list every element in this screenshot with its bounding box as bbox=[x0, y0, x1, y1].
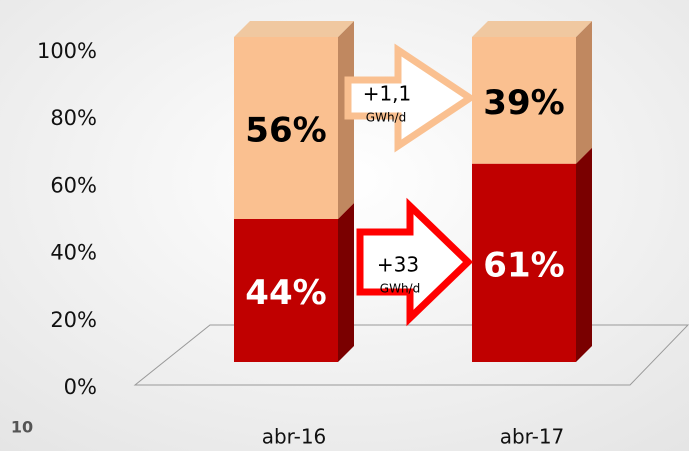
y-tick-label: 20% bbox=[50, 308, 97, 332]
value-label: 61% bbox=[483, 245, 564, 285]
annotation-value: +1,1 bbox=[363, 82, 412, 106]
arrow-bottom bbox=[356, 197, 474, 327]
bar bbox=[234, 37, 338, 219]
x-tick-label: abr-16 bbox=[262, 425, 327, 449]
bar-top bbox=[234, 21, 354, 37]
bar-side bbox=[338, 203, 354, 362]
y-tick-label: 100% bbox=[37, 39, 97, 63]
y-tick-label: 60% bbox=[50, 173, 97, 197]
bar bbox=[234, 219, 338, 362]
annotation-unit: GWh/d bbox=[366, 111, 406, 125]
annotation-value: +33 bbox=[377, 253, 419, 277]
bar bbox=[472, 37, 576, 164]
annotation-unit: GWh/d bbox=[380, 282, 420, 296]
y-tick-label: 40% bbox=[50, 241, 97, 265]
value-label: 39% bbox=[483, 83, 564, 123]
y-tick-label: 80% bbox=[50, 106, 97, 130]
bar-top bbox=[472, 21, 592, 37]
bars: 44% 56% 61% 39% bbox=[234, 21, 592, 362]
bar-side bbox=[338, 21, 354, 219]
value-label: 44% bbox=[245, 273, 326, 313]
bar-side bbox=[576, 147, 592, 362]
page-number: 10 bbox=[11, 418, 33, 437]
value-label: 56% bbox=[245, 111, 326, 151]
arrow-top bbox=[344, 43, 477, 153]
x-tick-label: abr-17 bbox=[500, 425, 565, 449]
bar bbox=[472, 163, 576, 362]
bar-side bbox=[576, 21, 592, 164]
y-tick-label: 0% bbox=[64, 375, 97, 399]
floor bbox=[133, 324, 689, 386]
